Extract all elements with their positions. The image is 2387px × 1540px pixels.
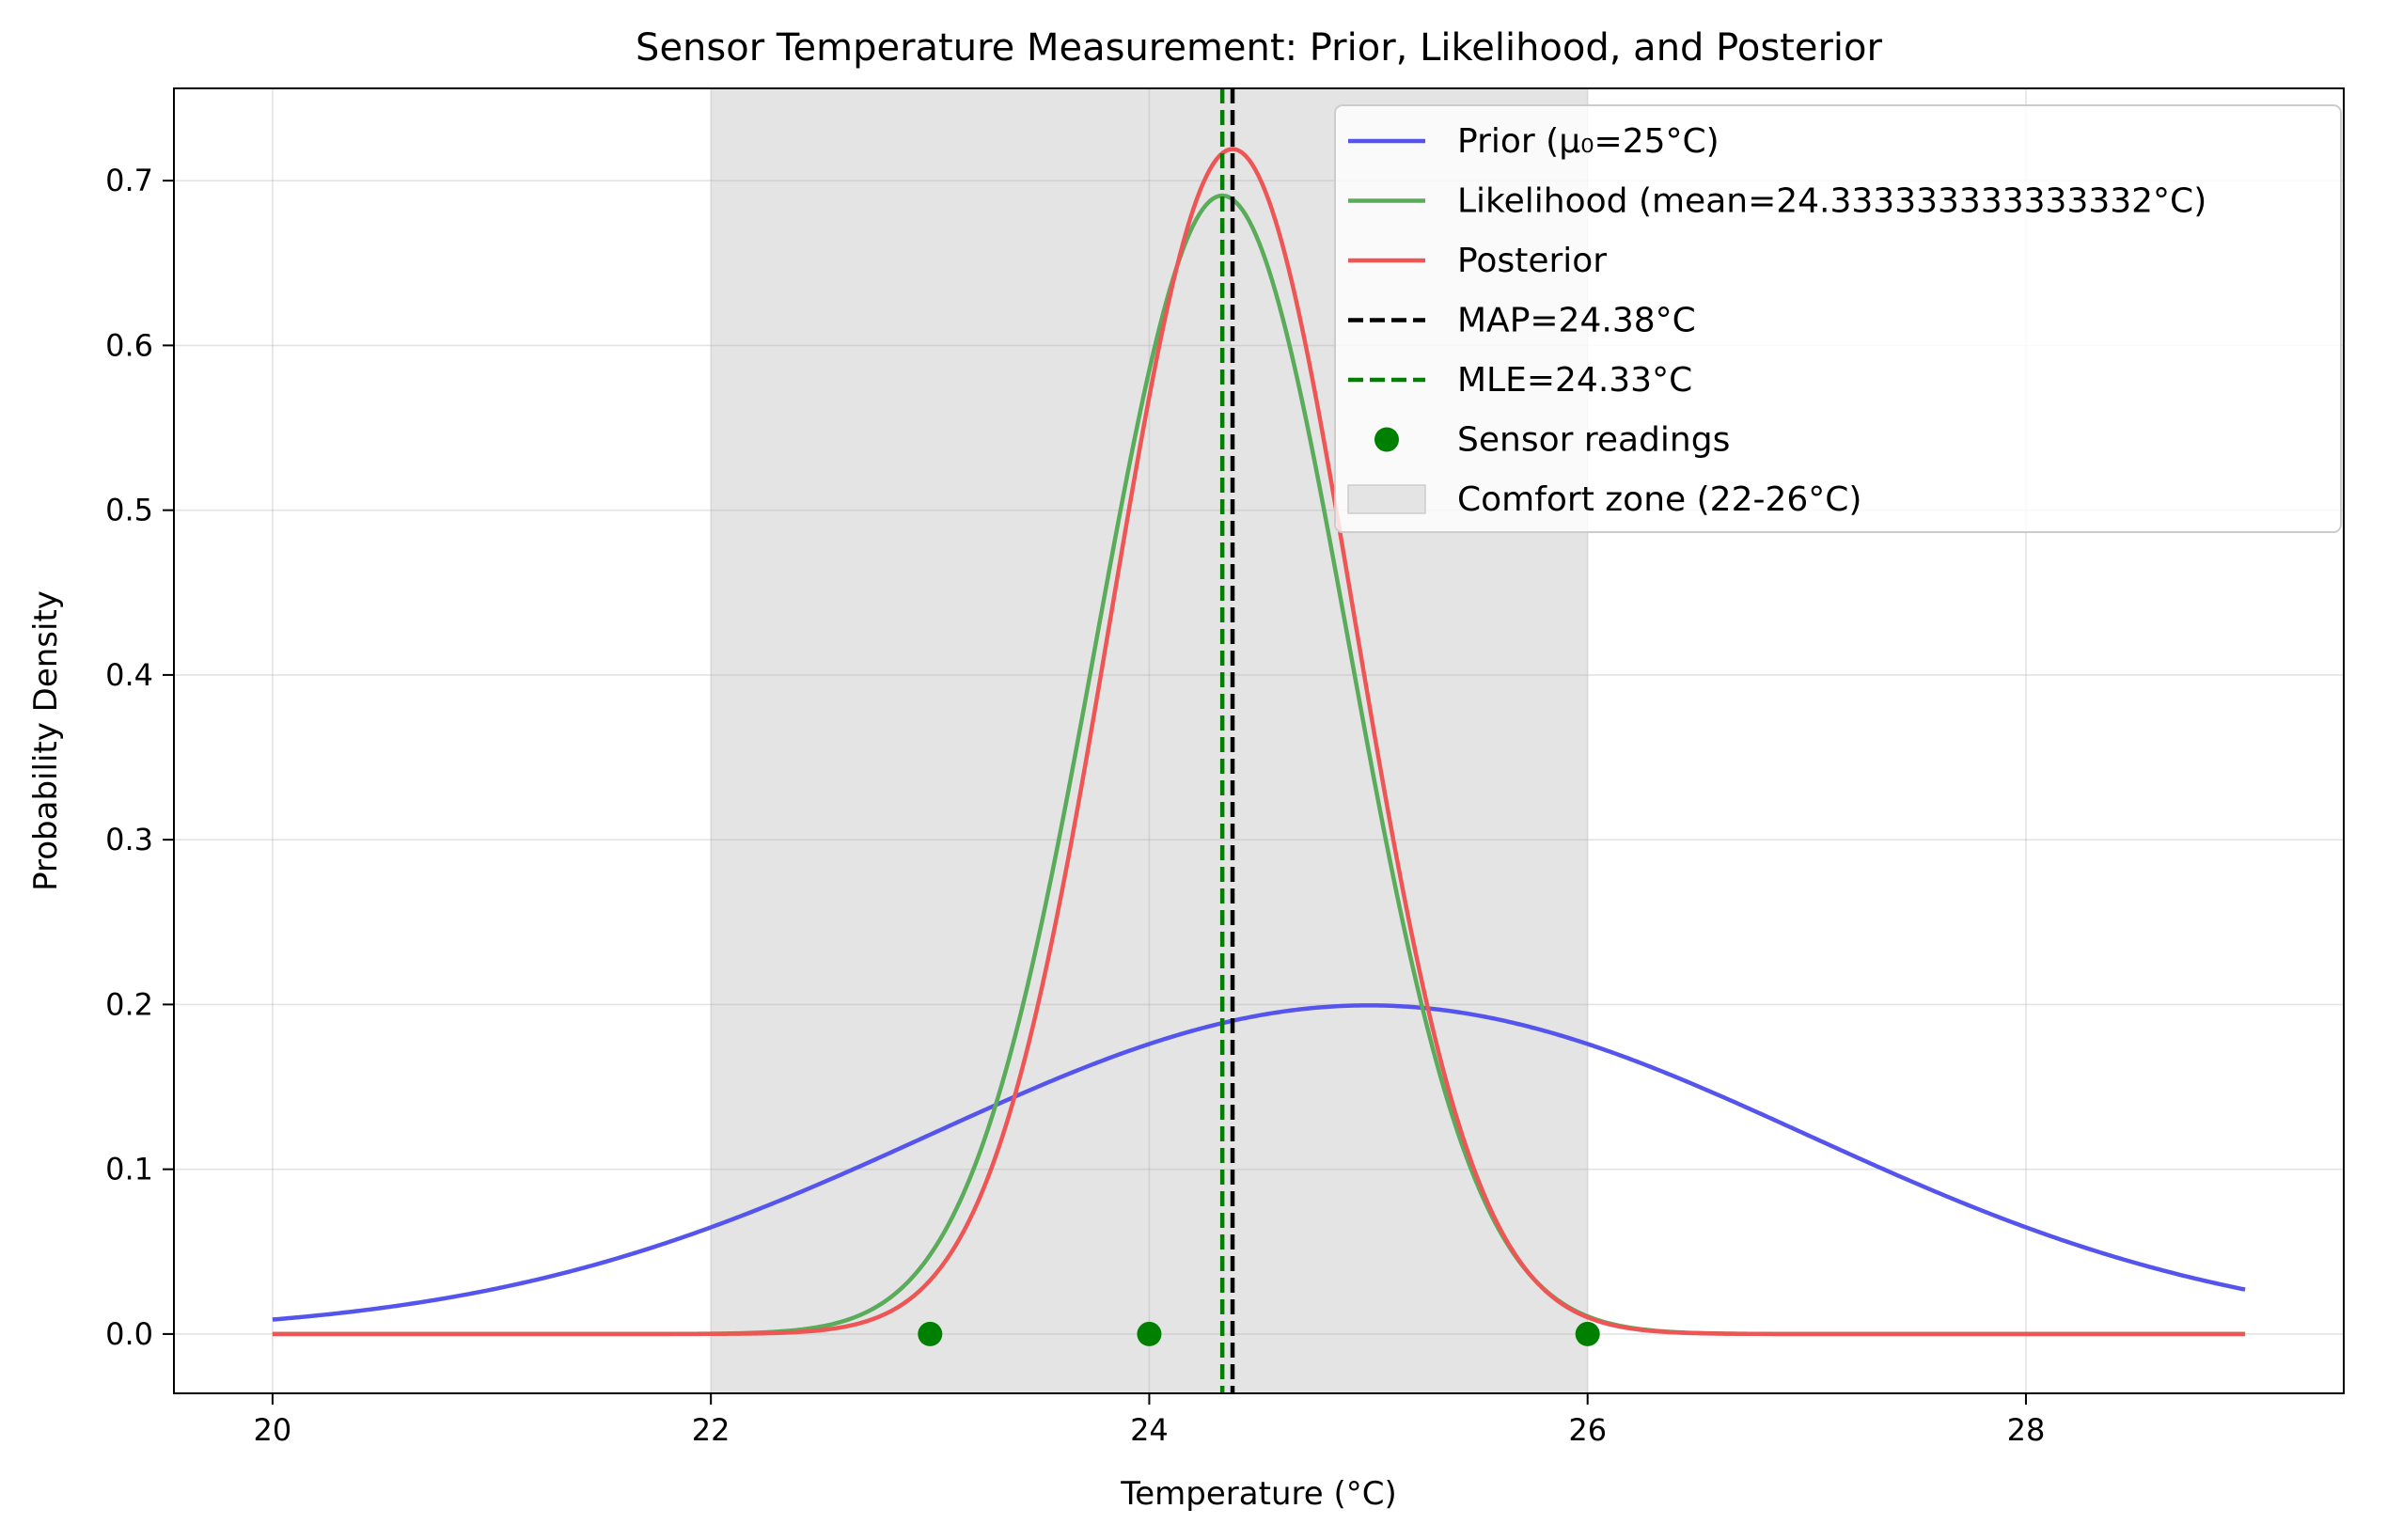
y-tick-label: 0.3 xyxy=(105,822,153,857)
axes-frame xyxy=(173,87,2345,1394)
sensor-reading-point xyxy=(1137,1321,1162,1346)
y-tick-label: 0.1 xyxy=(105,1152,153,1187)
y-tick-label: 0.4 xyxy=(105,657,153,693)
sensor-reading-point xyxy=(918,1321,943,1346)
legend-label: Prior (μ₀=25°C) xyxy=(1457,122,1720,161)
series-line-2 xyxy=(272,147,2246,1337)
x-tick-label: 26 xyxy=(1568,1412,1607,1448)
y-tick-label: 0.5 xyxy=(105,493,153,528)
legend-label: Posterior xyxy=(1457,242,1607,280)
sensor-reading-point xyxy=(1575,1321,1600,1346)
y-tick-label: 0.2 xyxy=(105,986,153,1022)
series-group xyxy=(272,147,2246,1337)
legend-dot-swatch xyxy=(1374,427,1399,452)
chart-title: Sensor Temperature Measurement: Prior, L… xyxy=(636,26,1882,70)
y-tick-label: 0.6 xyxy=(105,327,153,363)
y-axis-title: Probability Density xyxy=(27,590,65,891)
legend-label: MLE=24.33°C xyxy=(1457,361,1692,400)
vlines-group xyxy=(1219,88,1235,1393)
y-tick-label: 0.0 xyxy=(105,1316,153,1352)
legend-box xyxy=(1334,104,2342,533)
legend: Prior (μ₀=25°C) Likelihood (mean=24.33333… xyxy=(1334,104,2342,533)
legend-label: Sensor readings xyxy=(1457,421,1730,460)
x-tick-label: 24 xyxy=(1130,1412,1169,1448)
legend-label: Likelihood (mean=24.333333333333332°C) xyxy=(1457,182,2206,221)
x-axis-title: Temperature (°C) xyxy=(1120,1475,1396,1513)
series-line-0 xyxy=(272,1003,2246,1322)
x-tick-label: 22 xyxy=(692,1412,730,1448)
legend-label: Comfort zone (22-26°C) xyxy=(1457,480,1861,519)
legend-label: MAP=24.38°C xyxy=(1457,302,1696,340)
legend-patch-swatch xyxy=(1347,484,1426,514)
x-tick-label: 28 xyxy=(2007,1412,2046,1448)
y-tick-label: 0.7 xyxy=(105,163,153,198)
x-tick-label: 20 xyxy=(254,1412,292,1448)
